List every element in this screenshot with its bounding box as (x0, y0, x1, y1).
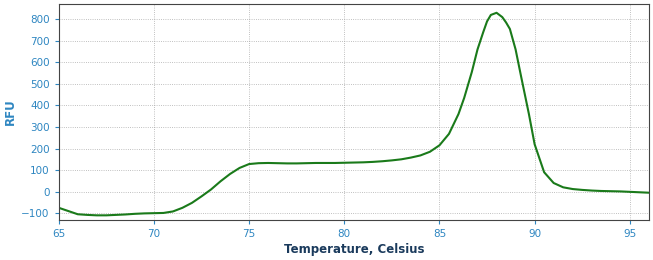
X-axis label: Temperature, Celsius: Temperature, Celsius (283, 243, 424, 256)
Y-axis label: RFU: RFU (4, 99, 17, 125)
